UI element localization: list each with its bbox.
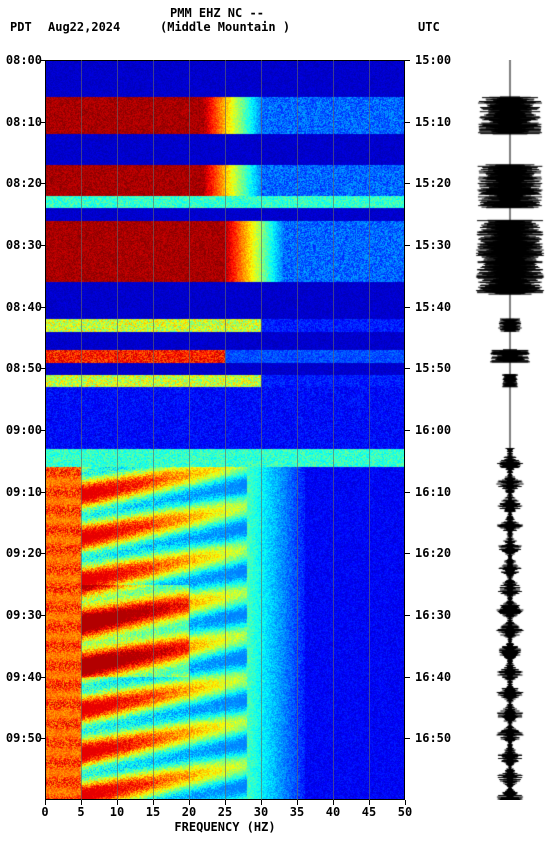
x-tick-label: 10 — [110, 805, 124, 819]
y-tick-right — [405, 60, 410, 61]
x-tick-label: 30 — [254, 805, 268, 819]
gridline-v — [333, 60, 334, 800]
tz-right-label: UTC — [418, 20, 440, 34]
y-left-label: 08:20 — [6, 176, 42, 190]
gridline-v — [297, 60, 298, 800]
y-tick-right — [405, 122, 410, 123]
x-tick-label: 20 — [182, 805, 196, 819]
x-tick-label: 45 — [362, 805, 376, 819]
waveform-panel — [475, 60, 545, 800]
x-tick-label: 15 — [146, 805, 160, 819]
y-left-label: 08:50 — [6, 361, 42, 375]
y-tick-right — [405, 677, 410, 678]
y-right-label: 16:00 — [415, 423, 451, 437]
y-right-label: 15:10 — [415, 115, 451, 129]
chart-header: PMM EHZ NC -- PDT Aug22,2024 (Middle Mou… — [0, 0, 552, 45]
y-right-label: 16:50 — [415, 731, 451, 745]
y-right-label: 15:40 — [415, 300, 451, 314]
station-location: (Middle Mountain ) — [160, 20, 290, 34]
y-left-label: 08:30 — [6, 238, 42, 252]
y-left-label: 08:10 — [6, 115, 42, 129]
y-right-label: 16:20 — [415, 546, 451, 560]
x-tick-label: 25 — [218, 805, 232, 819]
tz-left-label: PDT — [10, 20, 32, 34]
x-tick-label: 50 — [398, 805, 412, 819]
gridline-v — [81, 60, 82, 800]
y-tick-right — [405, 430, 410, 431]
y-left-label: 08:00 — [6, 53, 42, 67]
x-axis-title: FREQUENCY (HZ) — [45, 820, 405, 834]
y-tick-right — [405, 307, 410, 308]
y-right-label: 16:30 — [415, 608, 451, 622]
y-left-label: 09:00 — [6, 423, 42, 437]
gridline-v — [117, 60, 118, 800]
y-right-label: 16:40 — [415, 670, 451, 684]
y-left-label: 09:50 — [6, 731, 42, 745]
y-tick-right — [405, 615, 410, 616]
y-tick-right — [405, 368, 410, 369]
x-tick-label: 40 — [326, 805, 340, 819]
y-right-label: 15:30 — [415, 238, 451, 252]
y-tick-right — [405, 738, 410, 739]
y-tick-right — [405, 245, 410, 246]
gridline-v — [225, 60, 226, 800]
y-left-label: 09:10 — [6, 485, 42, 499]
gridline-v — [189, 60, 190, 800]
gridline-v — [153, 60, 154, 800]
y-left-label: 09:30 — [6, 608, 42, 622]
date-label: Aug22,2024 — [48, 20, 120, 34]
x-tick-label: 0 — [41, 805, 48, 819]
y-left-label: 09:20 — [6, 546, 42, 560]
y-left-label: 09:40 — [6, 670, 42, 684]
y-right-label: 16:10 — [415, 485, 451, 499]
gridline-v — [261, 60, 262, 800]
waveform-canvas — [475, 60, 545, 800]
station-code: PMM EHZ NC -- — [170, 6, 264, 20]
y-right-label: 15:20 — [415, 176, 451, 190]
y-tick-right — [405, 553, 410, 554]
gridline-v — [369, 60, 370, 800]
y-right-label: 15:50 — [415, 361, 451, 375]
y-left-label: 08:40 — [6, 300, 42, 314]
y-tick-right — [405, 492, 410, 493]
x-tick-label: 35 — [290, 805, 304, 819]
y-tick-right — [405, 183, 410, 184]
x-tick-label: 5 — [77, 805, 84, 819]
y-right-label: 15:00 — [415, 53, 451, 67]
